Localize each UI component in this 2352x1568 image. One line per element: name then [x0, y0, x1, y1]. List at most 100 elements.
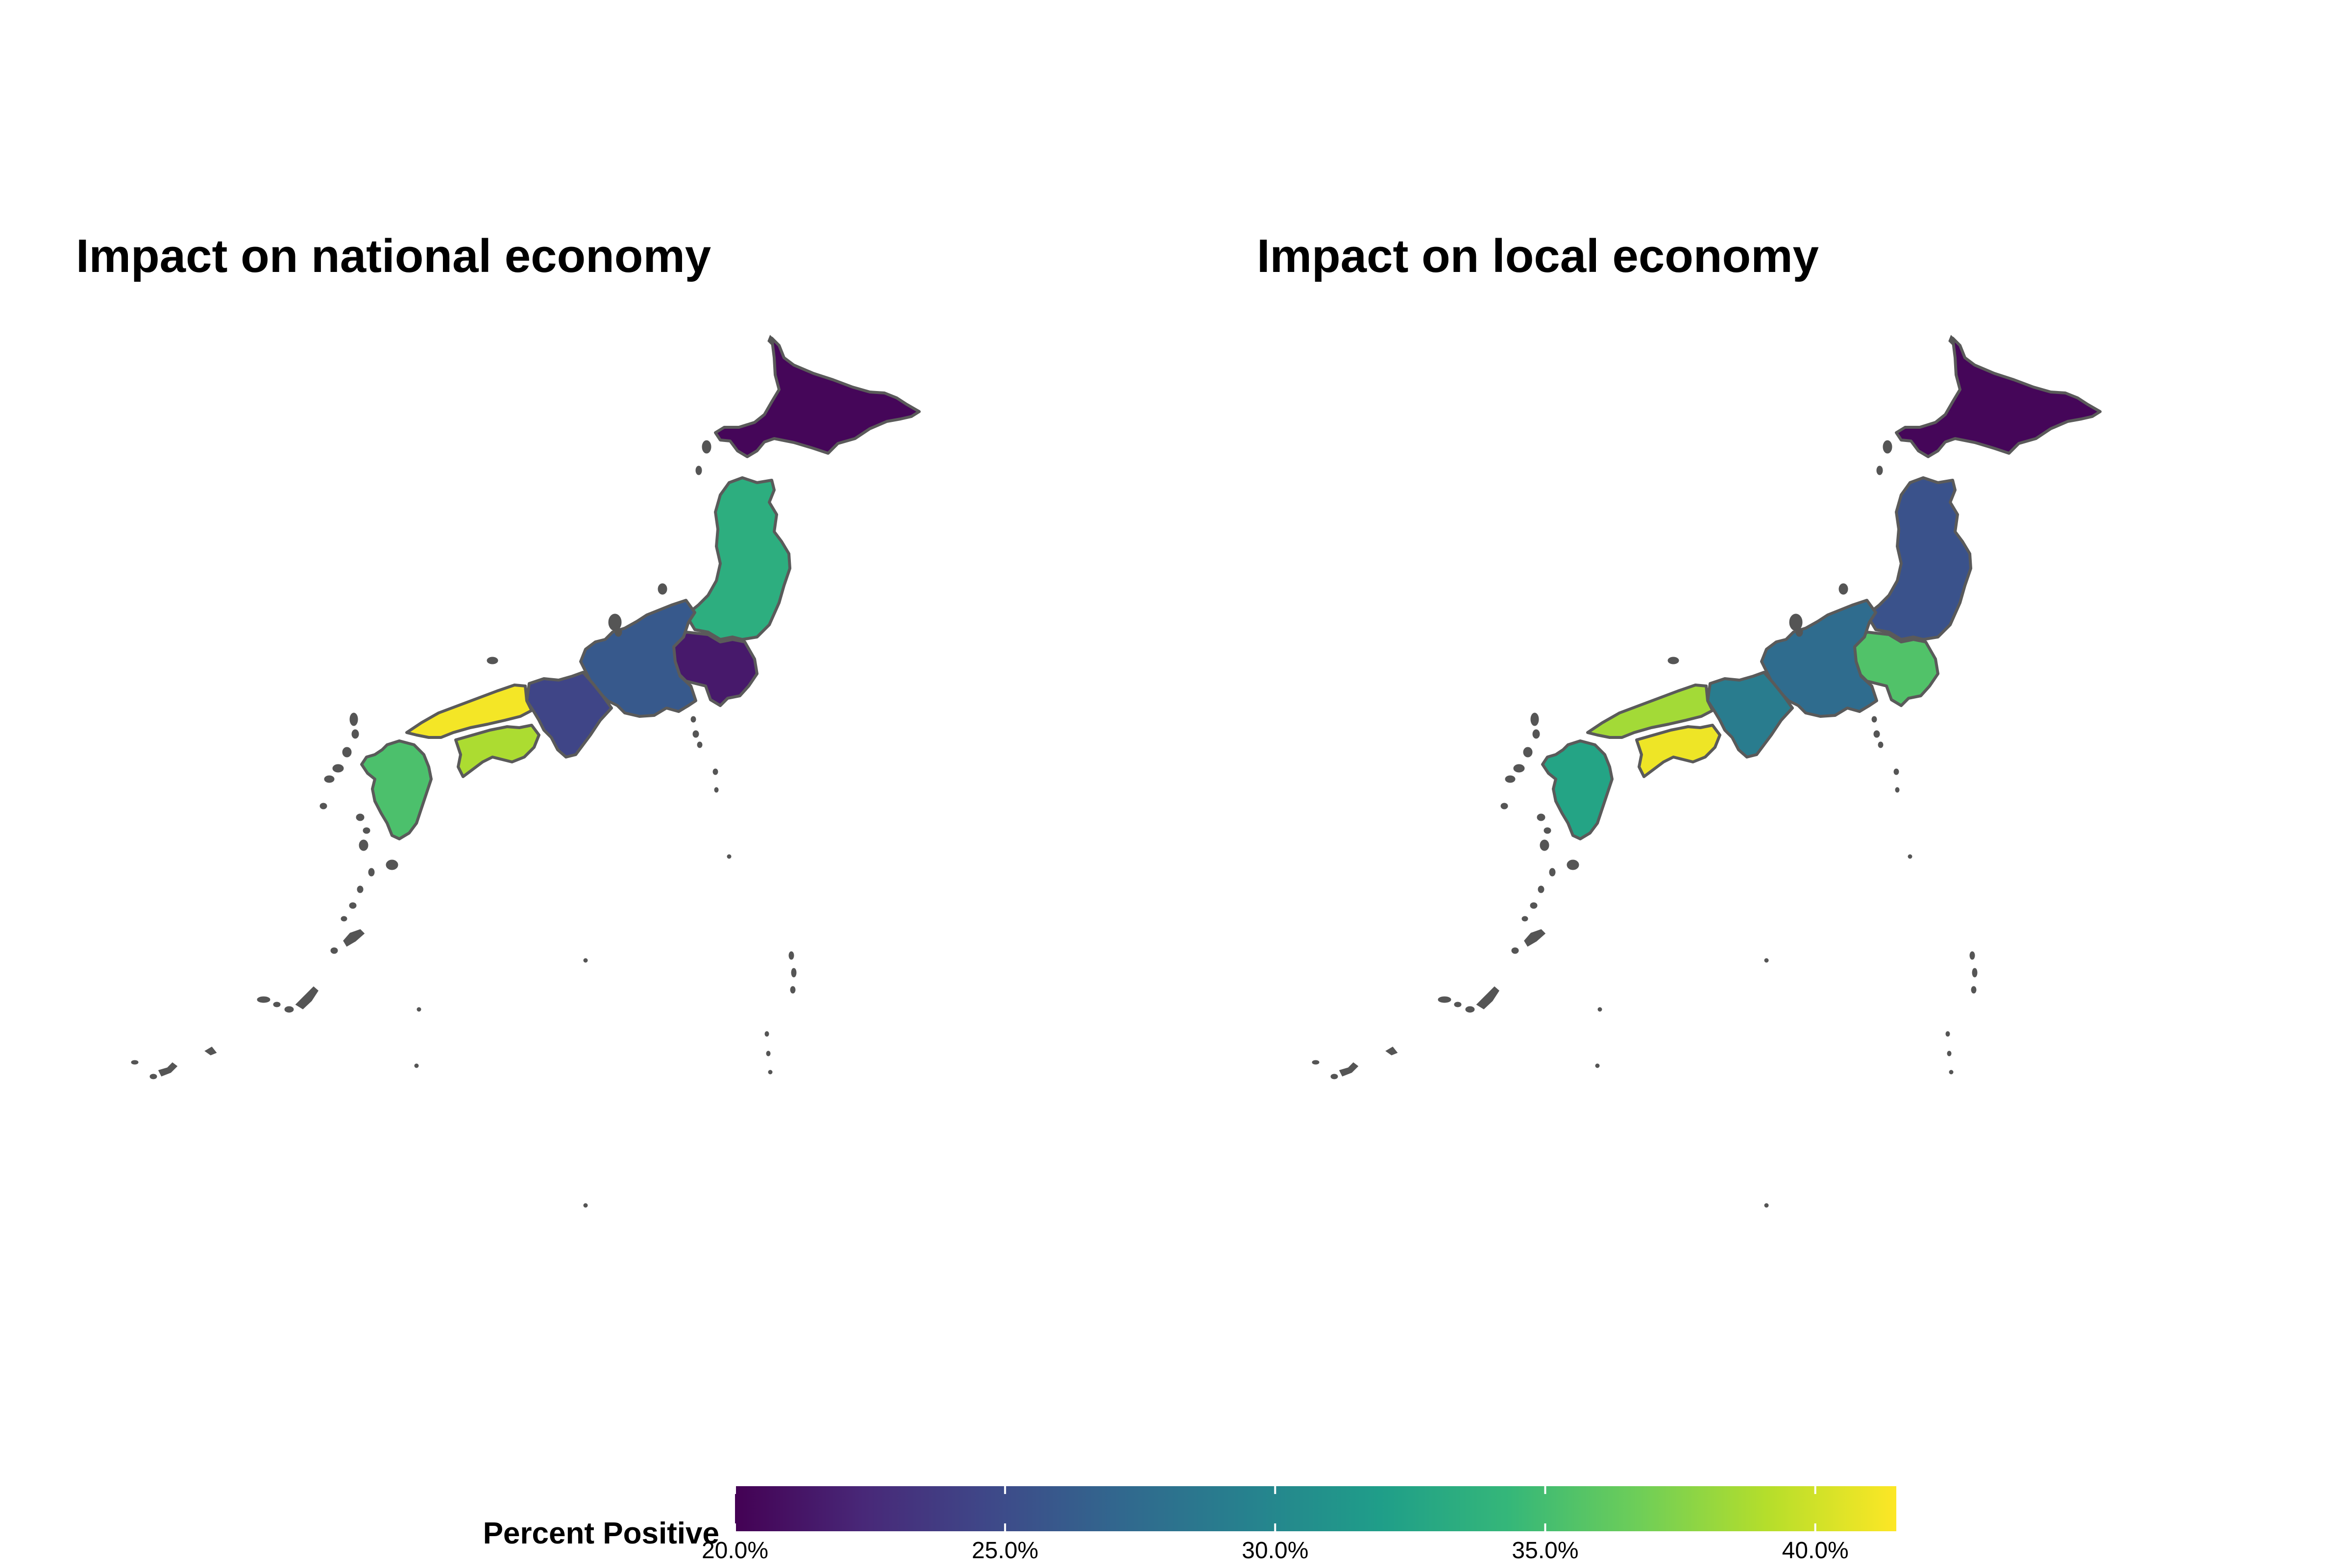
japan-map-local — [1312, 335, 2102, 1208]
island-shape — [324, 775, 335, 783]
island-shape — [1476, 986, 1499, 1009]
region-chugoku — [405, 684, 533, 739]
island-shape — [1883, 440, 1892, 454]
island-shape — [1878, 741, 1884, 748]
island-shape — [727, 854, 732, 859]
island-shape — [1339, 1062, 1359, 1077]
island-shape — [1438, 996, 1451, 1003]
island-shape — [583, 1203, 588, 1208]
island-shape — [295, 986, 318, 1009]
island-shape — [1789, 613, 1803, 631]
japan-map-national — [131, 335, 921, 1208]
island-shape — [343, 929, 365, 947]
island-shape — [349, 712, 358, 726]
island-shape — [1949, 1070, 1954, 1075]
island-shape — [1969, 951, 1975, 960]
island-shape — [1513, 764, 1525, 773]
island-shape — [1540, 839, 1549, 851]
island-shape — [658, 583, 667, 595]
island-shape — [1764, 1203, 1769, 1208]
region-chubu — [579, 599, 697, 718]
island-shape — [1537, 813, 1545, 821]
legend-tick-label: 20.0% — [702, 1538, 768, 1564]
region-shikoku — [1635, 724, 1721, 778]
island-shape — [1567, 859, 1579, 870]
island-shape — [1523, 747, 1533, 758]
legend-tick-label: 35.0% — [1512, 1538, 1578, 1564]
island-shape — [1465, 1006, 1475, 1013]
island-shape — [690, 716, 696, 723]
island-shape — [1538, 885, 1544, 893]
legend-colorbar — [735, 1486, 1896, 1531]
island-shape — [1330, 1074, 1338, 1079]
island-shape — [767, 335, 775, 346]
region-hokkaido — [1895, 337, 2102, 458]
island-shape — [319, 803, 327, 809]
island-shape — [363, 827, 370, 834]
region-hokkaido — [714, 337, 921, 458]
island-shape — [1764, 958, 1769, 963]
region-chubu — [1760, 599, 1878, 718]
island-shape — [1521, 916, 1528, 922]
island-shape — [1972, 968, 1978, 978]
island-shape — [697, 741, 703, 748]
island-shape — [1947, 1051, 1952, 1056]
map-panel-local: Impact on local economy — [1257, 230, 2102, 1208]
island-shape — [1505, 775, 1516, 783]
island-shape — [712, 768, 718, 775]
island-shape — [1500, 803, 1508, 809]
island-shape — [790, 986, 796, 994]
island-shape — [1667, 657, 1679, 664]
island-shape — [1945, 1031, 1950, 1037]
island-shape — [257, 996, 270, 1003]
island-shape — [768, 1070, 773, 1075]
island-shape — [1511, 947, 1519, 954]
legend-tick-label: 25.0% — [972, 1538, 1038, 1564]
island-shape — [416, 1007, 421, 1012]
legend-tick-label: 40.0% — [1782, 1538, 1849, 1564]
legend-title: Percent Positive — [483, 1517, 719, 1550]
panel-title-national: Impact on national economy — [76, 230, 711, 282]
island-shape — [357, 885, 364, 893]
island-shape — [351, 729, 359, 739]
island-shape — [1532, 729, 1540, 739]
island-shape — [1530, 712, 1539, 726]
region-kinki — [525, 671, 613, 759]
island-shape — [614, 627, 622, 637]
region-kinki — [1706, 671, 1794, 759]
island-shape — [386, 859, 398, 870]
island-shape — [1971, 986, 1977, 994]
island-shape — [341, 916, 347, 922]
legend-ticks: 20.0% 25.0% 30.0% 35.0% 40.0% — [702, 1486, 1849, 1564]
island-shape — [1948, 335, 1956, 346]
island-shape — [1838, 583, 1848, 595]
island-shape — [1312, 1060, 1320, 1065]
region-tohoku — [685, 476, 791, 641]
island-shape — [583, 958, 588, 963]
island-shape — [1385, 1047, 1398, 1055]
region-chugoku — [1586, 684, 1714, 739]
island-shape — [356, 813, 365, 821]
island-shape — [204, 1047, 217, 1055]
island-shape — [1893, 768, 1899, 775]
region-kyushu — [360, 739, 433, 840]
island-shape — [1908, 854, 1912, 859]
island-shape — [368, 868, 375, 877]
island-shape — [149, 1074, 157, 1079]
island-shape — [158, 1062, 178, 1077]
island-shape — [702, 440, 711, 454]
map-panel-national: Impact on national economy — [76, 230, 921, 1208]
island-shape — [608, 613, 622, 631]
island-shape — [1876, 466, 1883, 475]
island-shape — [359, 839, 368, 851]
island-shape — [1795, 627, 1803, 637]
island-shape — [1454, 1002, 1462, 1007]
island-shape — [692, 730, 699, 738]
island-shape — [342, 747, 352, 758]
island-shape — [1895, 787, 1900, 793]
island-shape — [1549, 868, 1556, 877]
island-shape — [1524, 929, 1546, 947]
island-shape — [714, 787, 719, 793]
island-shape — [1595, 1063, 1600, 1068]
